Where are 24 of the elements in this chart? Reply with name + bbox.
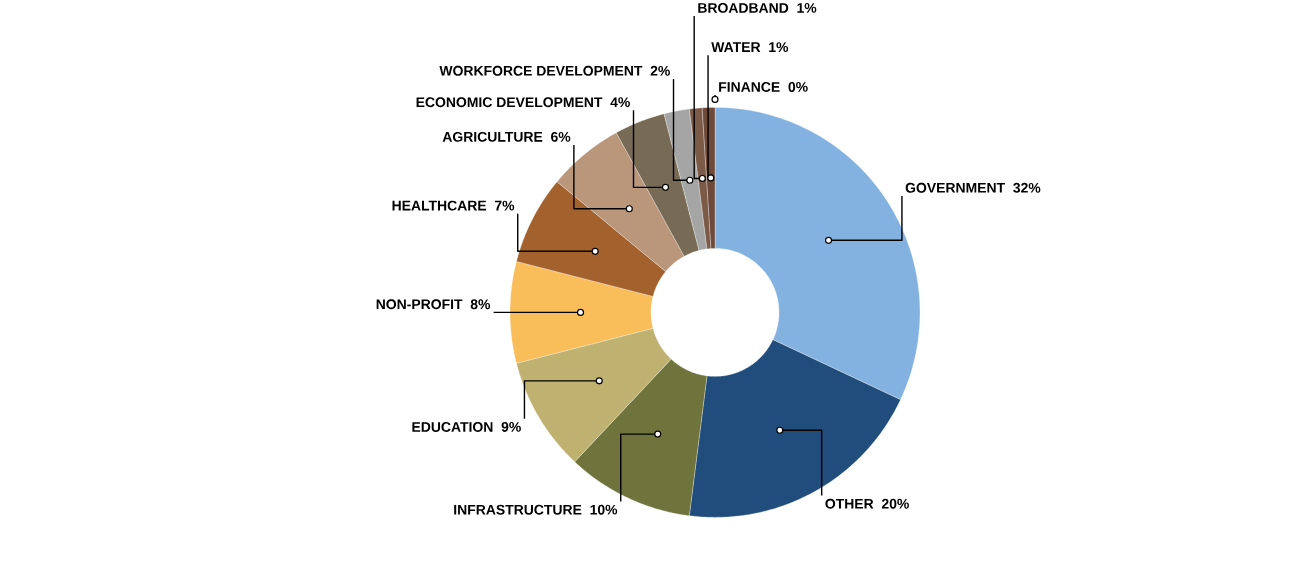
data-label: 9% <box>501 421 521 432</box>
data-label: 10% <box>590 504 618 515</box>
slice-label: BROADBAND <box>698 2 789 13</box>
data-label: 1% <box>797 2 817 13</box>
data-label: 2% <box>650 65 670 76</box>
data-label: 1% <box>769 42 789 52</box>
slice-label: INFRASTRUCTURE <box>454 504 582 515</box>
text: 0% <box>788 81 808 92</box>
slice-label: OTHER <box>825 498 874 509</box>
slice-label: NON-PROFIT <box>376 299 463 310</box>
data-label: 8% <box>470 299 491 310</box>
slice-label: EDUCATION <box>412 421 493 432</box>
data-label: 4% <box>610 97 630 107</box>
slice-label: WORKFORCE DEVELOPMENT <box>439 65 643 76</box>
slice-label: HEALTHCARE <box>392 200 487 211</box>
data-label: 32% <box>1013 182 1041 193</box>
data-label: 6% <box>551 131 571 142</box>
data-label: 20% <box>881 498 909 509</box>
slice-label: WATER <box>711 42 761 52</box>
data-label: 7% <box>494 200 515 211</box>
slice-label: GOVERNMENT <box>905 182 1005 193</box>
slice-label: ECONOMIC DEVELOPMENT <box>416 97 603 107</box>
category-label: FINANCE <box>719 81 780 92</box>
slice-label: AGRICULTURE <box>442 131 543 142</box>
